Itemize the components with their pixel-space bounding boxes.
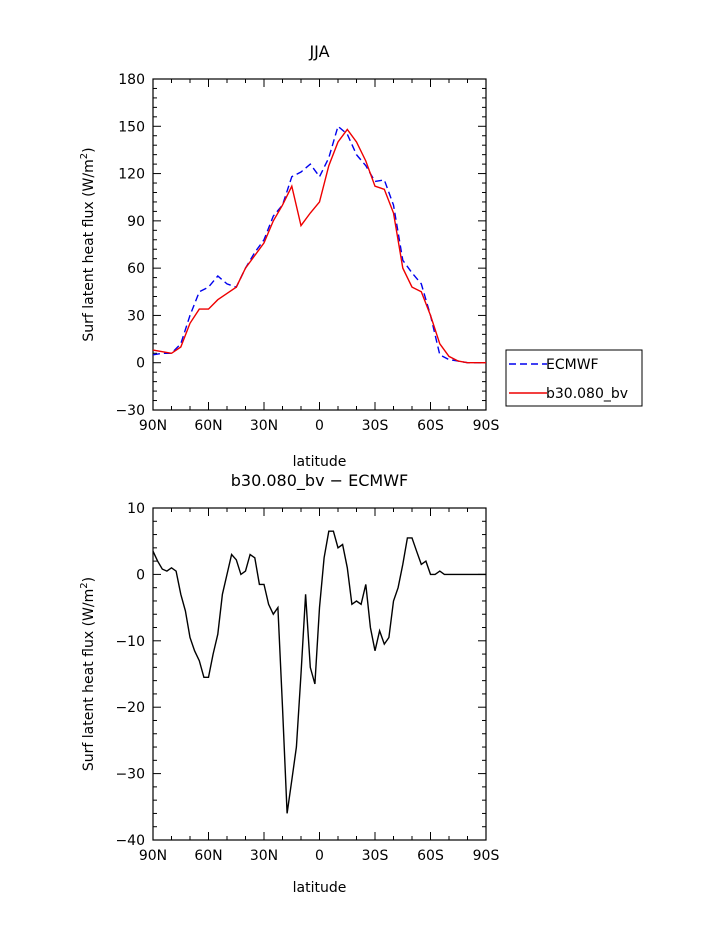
y-tick-label: 180 [118, 72, 145, 88]
y-tick-label: −30 [115, 767, 145, 783]
series-line-b30-080-bv [152, 128, 486, 364]
x-tick-label: 0 [315, 848, 324, 864]
y-tick-label: 30 [127, 308, 145, 324]
y-tick-label: −20 [115, 700, 145, 716]
plot-frame [152, 78, 487, 411]
series-line-difference [152, 530, 486, 814]
y-tick-label: 150 [118, 119, 145, 135]
x-axis-label: latitude [293, 454, 347, 470]
y-axis-label: Surf latent heat flux (W/m2) [79, 577, 97, 771]
x-tick-label: 90S [473, 418, 500, 434]
x-tick-label: 30N [250, 418, 278, 434]
x-tick-label: 90N [139, 418, 167, 434]
x-tick-label: 90S [473, 848, 500, 864]
x-tick-label: 60N [194, 418, 222, 434]
legend-box [505, 349, 643, 407]
y-tick-label: −30 [115, 403, 145, 419]
y-tick-label: 0 [136, 356, 145, 372]
x-axis-label: latitude [293, 880, 347, 896]
x-tick-label: 60N [194, 848, 222, 864]
y-tick-label: −40 [115, 833, 145, 849]
chart-title: JJA [308, 42, 329, 61]
y-tick-label: 0 [136, 567, 145, 583]
legend-entry-label: ECMWF [546, 357, 599, 373]
y-tick-label: 60 [127, 261, 145, 277]
x-tick-label: 0 [315, 418, 324, 434]
chart-panel-bottom: b30.080_bv − ECMWF 90N 60N 30N 0 30S 60S 90S −40… [79, 471, 499, 896]
x-tick-label: 60S [417, 418, 444, 434]
legend-entry-label: b30.080_bv [546, 386, 628, 402]
y-axis-label: Surf latent heat flux (W/m2) [79, 147, 97, 341]
chart-panel-top: JJA 90N 60N 30N 0 30S 60S 90S −30 0 30 60 90 120 150 18… [79, 42, 499, 470]
x-tick-label: 60S [417, 848, 444, 864]
x-tick-label: 30S [362, 848, 389, 864]
y-tick-label: −10 [115, 634, 145, 650]
y-tick-label: 90 [127, 214, 145, 230]
x-tick-label: 30N [250, 848, 278, 864]
y-tick-label: 120 [118, 167, 145, 183]
x-tick-label: 30S [362, 418, 389, 434]
x-tick-label: 90N [139, 848, 167, 864]
series-line-ecmwf [152, 125, 486, 364]
y-tick-label: 10 [127, 501, 145, 517]
legend: ECMWF b30.080_bv [505, 349, 643, 407]
chart-title: b30.080_bv − ECMWF [231, 471, 408, 491]
